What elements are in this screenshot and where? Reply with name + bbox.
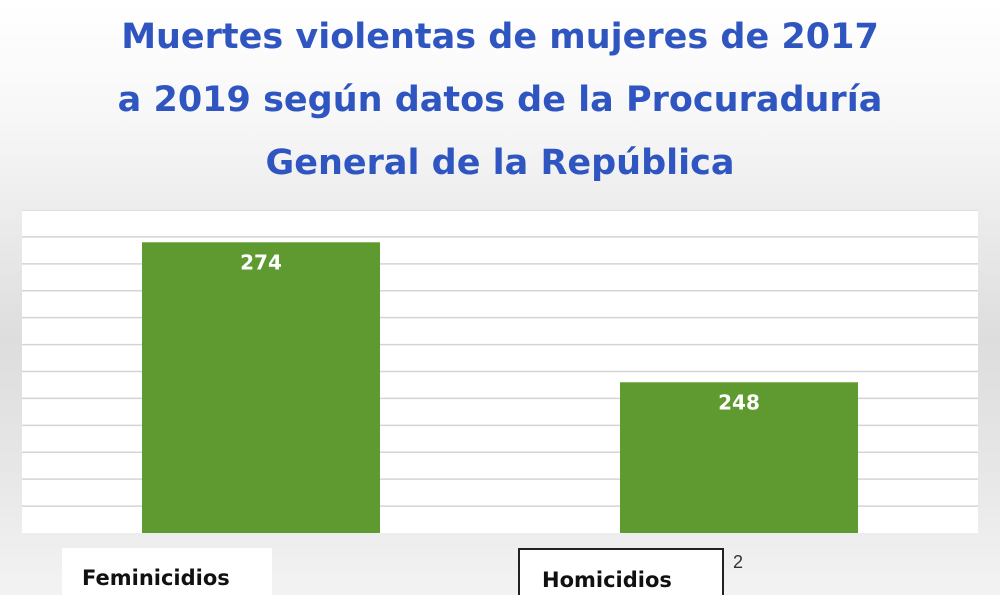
bar-chart: 274 248 [22,210,978,533]
chart-title-line-2: a 2019 según datos de la Procuraduría [117,80,883,120]
category-label-homicidios: Homicidios [518,548,724,595]
data-label-feminicidios: 274 [240,250,282,274]
footnote-marker: 2 [733,552,744,572]
data-label-homicidios: 248 [718,390,760,414]
chart-title: Muertes violentas de mujeres de 2017 a 2… [40,6,960,195]
bar-homicidios [620,382,858,533]
category-label-feminicidios: Feminicidios [62,548,272,595]
chart-title-line-3: General de la República [265,143,735,183]
chart-title-line-1: Muertes violentas de mujeres de 2017 [121,17,879,57]
plot-area: 274 248 [22,210,978,533]
bar-feminicidios [142,242,380,533]
